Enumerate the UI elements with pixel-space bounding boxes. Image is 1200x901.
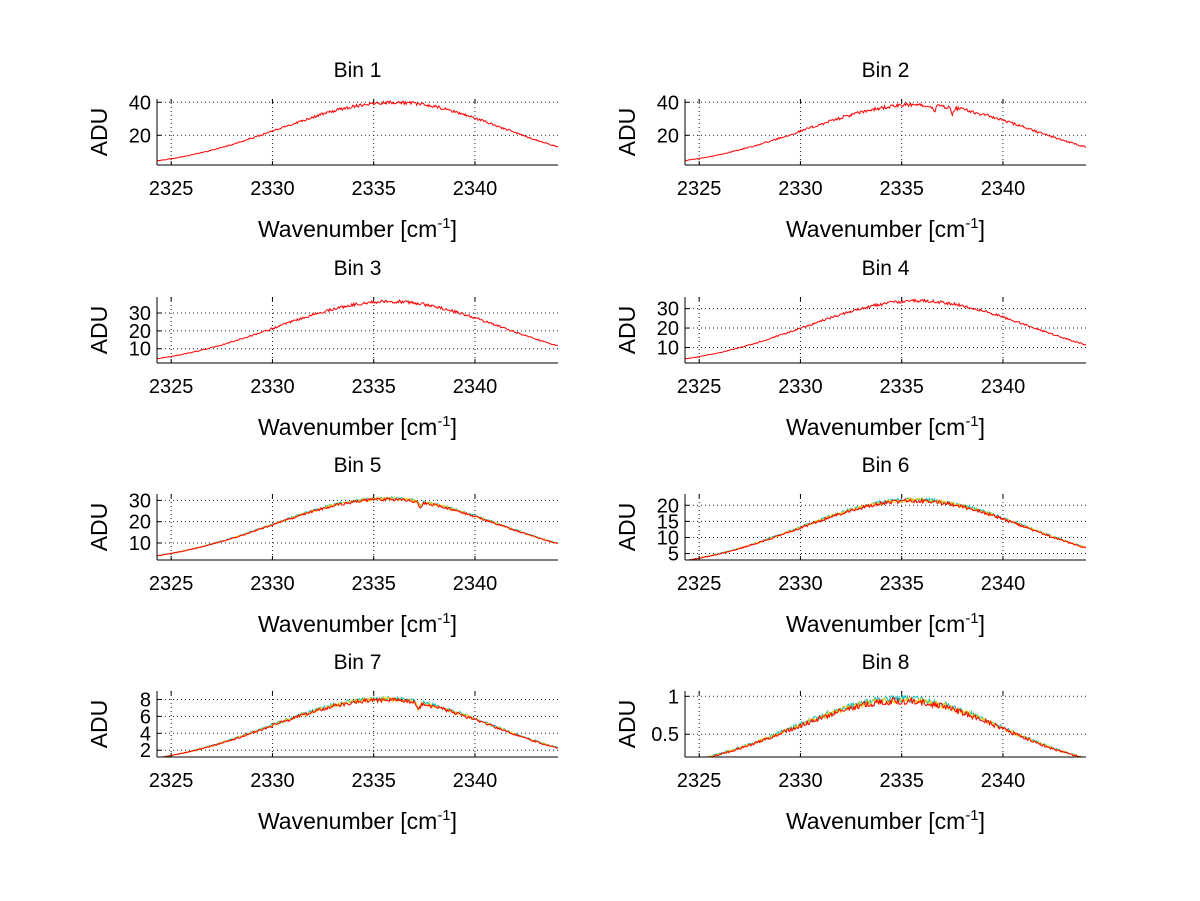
x-tick-label: 2340 [453,178,498,200]
y-tick-label: 6 [140,706,151,728]
x-tick-label: 2325 [677,770,722,792]
y-axis-label: ADU [614,503,640,552]
x-tick-label: 2335 [351,770,396,792]
x-axis-label: Wavenumber [cm-1] [786,610,985,637]
y-tick-label: 20 [129,125,151,147]
y-tick-label: 20 [657,318,679,340]
y-tick-label: 30 [129,490,151,512]
y-axis-label: ADU [614,108,640,157]
x-tick-label: 2340 [981,178,1026,200]
y-tick-label: 10 [657,527,679,549]
series-line [685,102,1086,162]
x-tick-label: 2330 [778,573,823,595]
x-tick-label: 2340 [981,770,1026,792]
subplot-title: Bin 6 [862,454,910,477]
x-tick-label: 2335 [351,178,396,200]
y-tick-label: 30 [657,299,679,321]
x-tick-label: 2330 [778,376,823,398]
subplot-title: Bin 4 [862,257,910,280]
x-tick-label: 2330 [250,573,295,595]
y-tick-label: 5 [668,544,679,566]
series-line [157,497,558,557]
x-tick-label: 2325 [149,376,194,398]
subplot-title: Bin 2 [862,59,910,82]
subplot-title: Bin 8 [862,651,910,674]
x-tick-label: 2340 [453,770,498,792]
x-tick-label: 2325 [677,178,722,200]
subplot-grid: Bin 1 2325 2330 2335 2340 20 40 Wavenumber [cm-… [86,59,1086,834]
x-tick-label: 2330 [778,770,823,792]
y-tick-label: 10 [657,337,679,359]
x-axis-label: Wavenumber [cm-1] [258,807,457,834]
y-tick-label: 10 [129,533,151,555]
x-tick-label: 2335 [351,376,396,398]
y-tick-label: 40 [657,92,679,114]
subplot-bin-1: Bin 1 2325 2330 2335 2340 20 40 Wavenumber [cm-… [86,59,558,242]
y-axis-label: ADU [86,503,112,552]
x-tick-label: 2330 [250,376,295,398]
subplot-title: Bin 5 [334,454,382,477]
y-axis-label: ADU [86,306,112,355]
y-tick-label: 8 [140,689,151,711]
series-line [157,99,558,162]
series-line [685,298,1086,360]
y-tick-label: 20 [657,495,679,517]
y-axis-label: ADU [614,700,640,749]
y-axis-label: ADU [86,108,112,157]
x-tick-label: 2330 [250,770,295,792]
x-axis-label: Wavenumber [cm-1] [258,215,457,242]
y-tick-label: 30 [129,303,151,325]
x-tick-label: 2325 [149,178,194,200]
x-tick-label: 2335 [879,376,924,398]
y-tick-label: 20 [129,512,151,534]
y-tick-label: 2 [140,740,151,762]
y-tick-label: 20 [129,321,151,343]
x-axis-label: Wavenumber [cm-1] [786,807,985,834]
y-tick-label: 40 [129,92,151,114]
y-axis-label: ADU [614,306,640,355]
x-tick-label: 2340 [453,376,498,398]
series-line [157,299,558,360]
y-tick-label: 1 [668,686,679,708]
x-tick-label: 2325 [149,573,194,595]
x-tick-label: 2335 [879,770,924,792]
x-axis-label: Wavenumber [cm-1] [258,610,457,637]
series-line [685,497,1086,560]
subplot-title: Bin 3 [334,257,382,280]
subplot-bin-2: Bin 2 2325 2330 2335 2340 20 40 Wavenumber [cm-… [614,59,1086,242]
x-tick-label: 2330 [778,178,823,200]
x-tick-label: 2330 [250,178,295,200]
x-axis-label: Wavenumber [cm-1] [786,215,985,242]
y-tick-label: 0.5 [651,724,679,746]
x-tick-label: 2335 [351,573,396,595]
x-tick-label: 2325 [149,770,194,792]
series-line [706,696,1082,757]
y-tick-label: 10 [129,339,151,361]
subplot-title: Bin 7 [334,651,382,674]
subplot-title: Bin 1 [334,59,382,82]
series-line [159,697,558,757]
subplot-bin-8: Bin 8 2325 2330 2335 2340 0.5 1 Wavenumber [cm-… [614,651,1086,834]
x-tick-label: 2340 [981,573,1026,595]
x-tick-label: 2340 [981,376,1026,398]
x-axis-label: Wavenumber [cm-1] [258,413,457,440]
x-tick-label: 2335 [879,178,924,200]
y-tick-label: 20 [657,125,679,147]
x-axis-label: Wavenumber [cm-1] [786,413,985,440]
x-tick-label: 2340 [453,573,498,595]
x-tick-label: 2335 [879,573,924,595]
x-tick-label: 2325 [677,376,722,398]
y-axis-label: ADU [86,700,112,749]
x-tick-label: 2325 [677,573,722,595]
y-tick-label: 4 [140,723,151,745]
y-tick-label: 15 [657,511,679,533]
